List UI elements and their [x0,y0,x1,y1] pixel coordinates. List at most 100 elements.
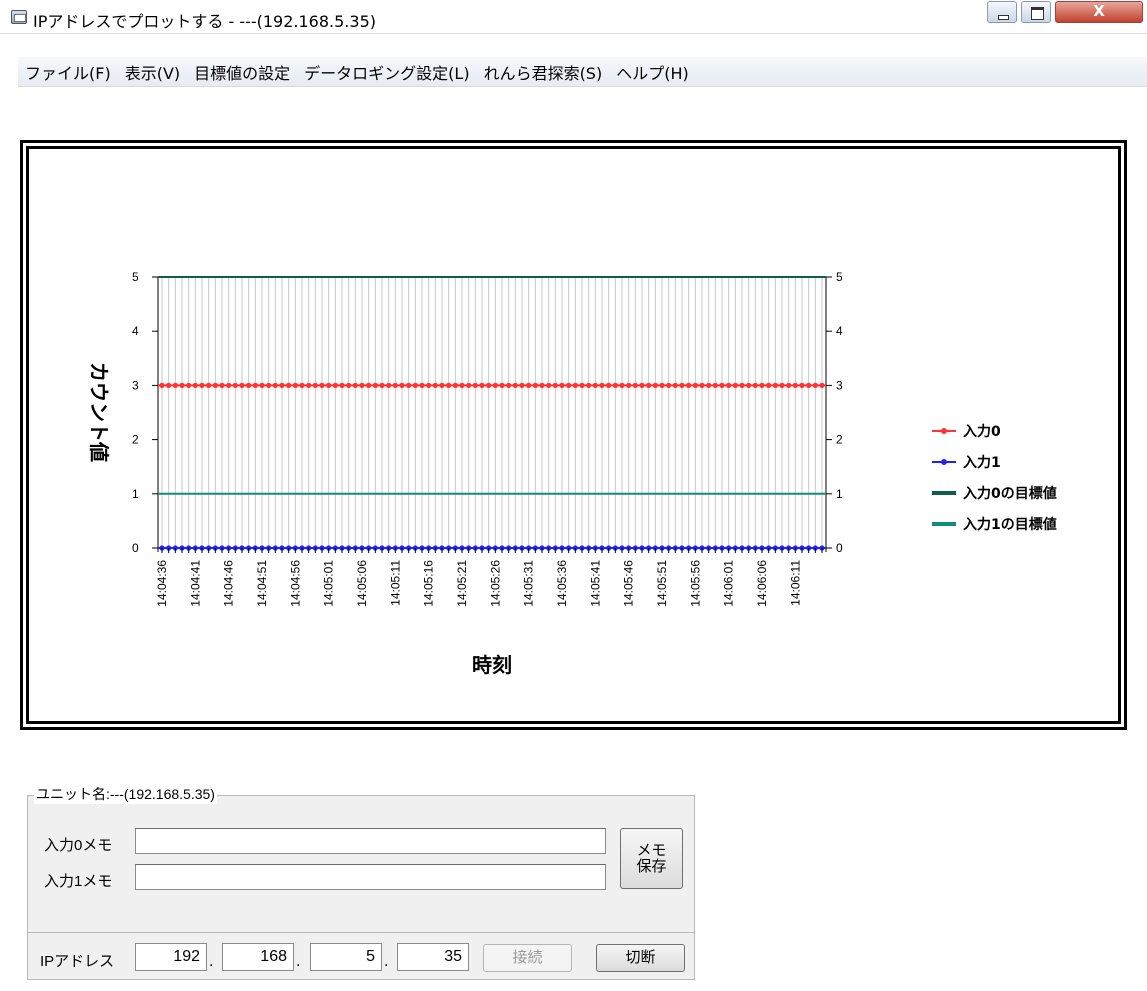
series-point-0 [646,382,652,388]
x-tick-label: 14:06:11 [788,560,802,606]
series-point-0 [459,382,465,388]
series-point-0 [699,382,705,388]
menu-view[interactable]: 表示(V) [124,64,181,83]
window-title: IPアドレスでプロットする - ---(192.168.5.35) [33,12,376,31]
series-point-0 [532,382,538,388]
series-point-0 [392,382,398,388]
series-point-0 [239,382,245,388]
legend-label-0: 入力0 [963,423,1001,440]
x-tick-label: 14:04:41 [188,560,202,607]
memo1-input[interactable] [135,864,606,890]
series-point-0 [732,382,738,388]
series-point-0 [779,382,785,388]
series-point-0 [526,382,532,388]
x-tick-label: 14:05:01 [322,560,336,607]
series-point-0 [352,382,358,388]
unit-group-title: ユニット名:---(192.168.5.35) [34,784,217,804]
y-axis-title: カウント値 [87,362,111,462]
series-point-0 [499,382,505,388]
x-tick-label: 14:05:41 [588,560,602,607]
memo0-input[interactable] [135,828,606,854]
menu-file[interactable]: ファイル(F) [25,64,111,83]
series-point-0 [319,382,325,388]
series-point-0 [379,382,385,388]
series-point-0 [739,382,745,388]
series-point-0 [572,382,578,388]
x-tick-label: 14:05:06 [355,560,369,607]
disconnect-button[interactable]: 切断 [596,944,685,972]
legend-label-3: 入力1の目標値 [963,516,1057,533]
y-tick-label-left: 2 [132,433,139,447]
series-point-0 [506,382,512,388]
x-tick-label: 14:04:51 [255,560,269,607]
memo0-label: 入力0メモ [44,837,113,854]
menu-data-logging[interactable]: データロギング設定(L) [304,64,470,83]
series-point-0 [312,382,318,388]
x-tick-label: 14:05:51 [655,560,669,607]
close-icon: X [1093,2,1105,20]
series-point-0 [206,382,212,388]
memo-save-label-line1: メモ [636,841,667,859]
close-button[interactable]: X [1055,1,1143,23]
series-point-0 [472,382,478,388]
series-point-0 [666,382,672,388]
ip-octet-2[interactable]: 168 [222,943,294,971]
series-point-0 [712,382,718,388]
memo-save-button[interactable]: メモ 保存 [620,828,683,889]
series-point-0 [659,382,665,388]
series-point-0 [726,382,732,388]
x-tick-label: 14:06:01 [722,560,736,607]
series-point-0 [406,382,412,388]
series-point-0 [332,382,338,388]
series-point-0 [246,382,252,388]
menu-bar: ファイル(F) 表示(V) 目標値の設定 データロギング設定(L) れんら君探索… [18,58,696,86]
legend-label-1: 入力1 [963,454,1001,471]
series-point-0 [792,382,798,388]
menu-search[interactable]: れんら君探索(S) [483,64,603,83]
series-point-0 [539,382,545,388]
x-tick-label: 14:05:56 [688,560,702,607]
series-point-0 [759,382,765,388]
series-point-0 [299,382,305,388]
ip-octet-4[interactable]: 35 [397,943,469,971]
ip-octet-1[interactable]: 192 [135,943,207,971]
series-point-0 [159,382,165,388]
x-tick-label: 14:04:46 [222,560,236,607]
x-tick-label: 14:05:36 [555,560,569,607]
legend-marker-0 [941,428,947,434]
series-point-0 [719,382,725,388]
series-point-0 [706,382,712,388]
series-point-0 [579,382,585,388]
series-point-0 [632,382,638,388]
series-point-0 [186,382,192,388]
y-tick-label-left: 1 [132,487,139,501]
series-point-0 [806,382,812,388]
series-point-0 [566,382,572,388]
series-point-0 [172,382,178,388]
ip-label: IPアドレス [40,953,115,970]
maximize-button[interactable] [1021,1,1051,23]
x-tick-label: 14:05:16 [422,560,436,607]
series-point-0 [586,382,592,388]
ip-octet-3[interactable]: 5 [310,943,382,971]
x-tick-label: 14:05:11 [388,560,402,606]
series-point-0 [606,382,612,388]
series-point-0 [512,382,518,388]
minimize-button[interactable] [987,1,1017,23]
menu-target-settings[interactable]: 目標値の設定 [194,64,291,83]
y-tick-label-left: 0 [132,541,139,555]
y-tick-label-left: 4 [132,324,139,338]
series-point-0 [799,382,805,388]
x-tick-label: 14:05:31 [522,560,536,607]
series-point-0 [219,382,225,388]
series-point-0 [426,382,432,388]
series-point-0 [286,382,292,388]
series-point-0 [619,382,625,388]
series-point-0 [166,382,172,388]
series-point-0 [766,382,772,388]
series-point-0 [819,382,825,388]
x-tick-label: 14:05:21 [455,560,469,607]
connect-button[interactable]: 接続 [483,944,572,972]
menu-help[interactable]: ヘルプ(H) [616,64,689,83]
